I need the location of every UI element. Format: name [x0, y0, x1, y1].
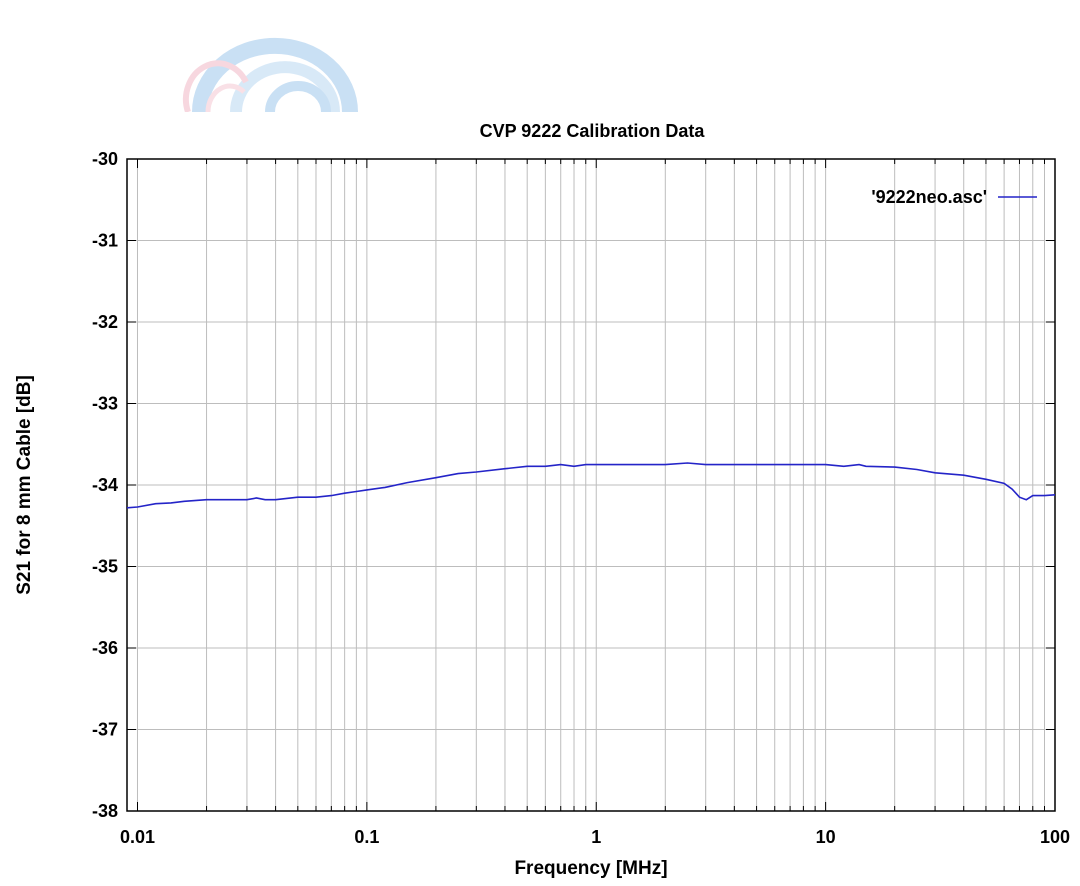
x-tick-label: 0.01 — [120, 827, 155, 847]
legend: '9222neo.asc' — [871, 187, 1037, 207]
y-tick-label: -37 — [92, 720, 118, 740]
legend-label: '9222neo.asc' — [871, 187, 987, 207]
y-tick-label: -31 — [92, 231, 118, 251]
y-tick-label: -35 — [92, 557, 118, 577]
x-tick-label: 0.1 — [354, 827, 379, 847]
x-tick-label: 10 — [816, 827, 836, 847]
x-tick-label: 100 — [1040, 827, 1070, 847]
axis-ticks — [126, 158, 1055, 812]
y-tick-label: -34 — [92, 475, 118, 495]
x-tick-label: 1 — [591, 827, 601, 847]
y-tick-label: -33 — [92, 394, 118, 414]
y-tick-label: -38 — [92, 801, 118, 821]
x-axis-label: Frequency [MHz] — [514, 858, 667, 879]
chart-title: CVP 9222 Calibration Data — [480, 121, 706, 141]
x-tick-labels: 0.01 0.1 1 10 100 — [120, 827, 1070, 847]
y-tick-label: -32 — [92, 312, 118, 332]
series-line-9222neo — [126, 462, 1056, 509]
y-tick-label: -30 — [92, 149, 118, 169]
watermark-logo — [170, 37, 370, 118]
grid-lines — [126, 158, 1055, 812]
y-tick-labels: -30 -31 -32 -33 -34 -35 -36 -37 -38 — [92, 149, 118, 821]
y-axis-label: S21 for 8 mm Cable [dB] — [14, 375, 35, 595]
y-tick-label: -36 — [92, 638, 118, 658]
